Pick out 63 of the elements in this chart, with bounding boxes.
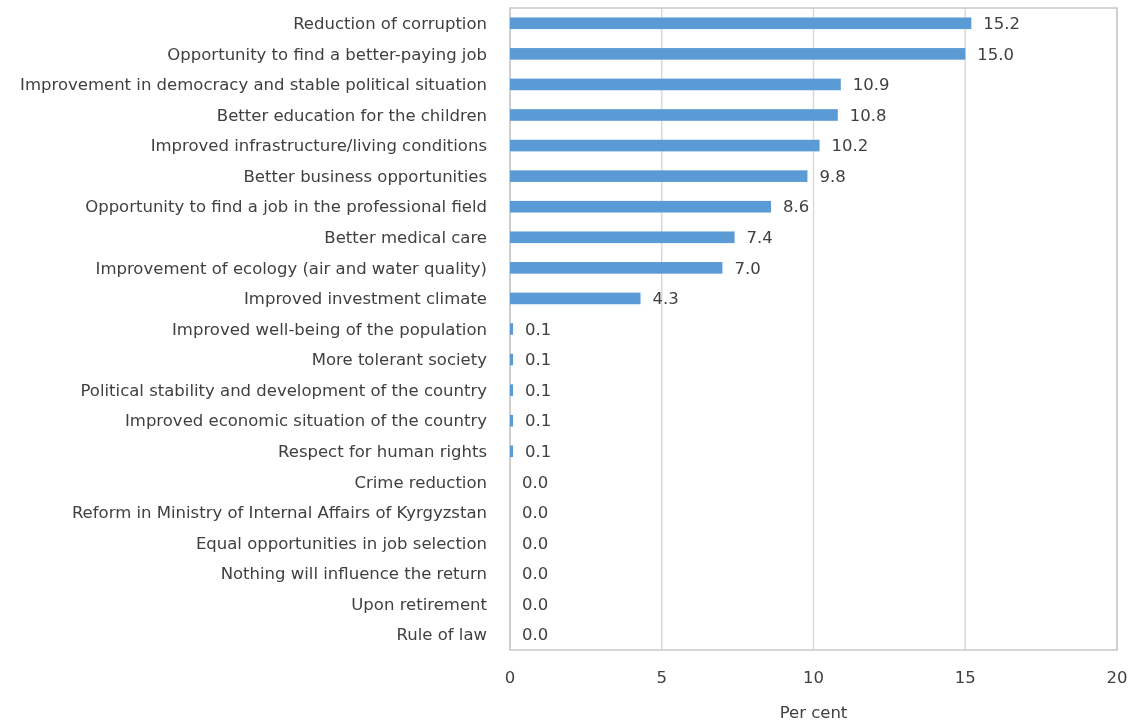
data-label: 0.0 xyxy=(522,564,549,584)
x-tick-label: 10 xyxy=(803,668,824,687)
data-label: 0.0 xyxy=(522,533,549,553)
data-label: 4.3 xyxy=(652,289,679,309)
data-label: 0.1 xyxy=(525,380,552,400)
data-label: 9.8 xyxy=(819,166,846,186)
data-label: 10.9 xyxy=(852,75,890,95)
y-tick-label: Improved investment climate xyxy=(243,289,487,309)
bar xyxy=(510,445,514,458)
y-tick-label: Better education for the children xyxy=(216,105,487,125)
y-tick-label: Improvement in democracy and stable political situation xyxy=(20,75,487,95)
data-label: 0.0 xyxy=(522,594,549,614)
y-tick-label: Equal opportunities in job selection xyxy=(195,533,487,553)
data-label: 0.0 xyxy=(522,503,549,523)
y-tick-label: Improved well-being of the population xyxy=(172,319,487,339)
y-tick-label: Political stability and development of the country xyxy=(80,380,488,400)
data-label: 0.0 xyxy=(522,472,549,492)
y-tick-label: Rule of law xyxy=(396,625,487,645)
y-tick-label: Upon retirement xyxy=(351,594,488,614)
x-tick-label: 0 xyxy=(504,668,516,687)
data-label: 0.1 xyxy=(525,350,552,370)
y-tick-label: Better business opportunities xyxy=(243,166,487,186)
x-axis-title: Per cent xyxy=(779,703,848,722)
data-label: 15.0 xyxy=(977,44,1014,64)
y-tick-label: Improvement of ecology (air and water quality) xyxy=(95,258,487,278)
bar xyxy=(510,323,514,335)
data-label: 8.6 xyxy=(783,197,810,217)
y-tick-label: Reduction of corruption xyxy=(293,14,487,34)
data-label: 0.1 xyxy=(525,319,552,339)
y-tick-label: Nothing will influence the return xyxy=(220,564,487,584)
y-tick-label: Improved infrastructure/living conditions xyxy=(150,136,487,156)
y-tick-label: Reform in Ministry of Internal Affairs of Kyrgyzstan xyxy=(71,503,487,523)
y-tick-label: Opportunity to find a job in the professional field xyxy=(85,197,487,217)
y-tick-label: Better medical care xyxy=(324,228,487,248)
bar xyxy=(510,292,641,305)
data-label: 10.8 xyxy=(849,105,887,125)
bar xyxy=(510,17,972,30)
bar xyxy=(510,109,838,121)
data-label: 10.2 xyxy=(831,136,869,156)
data-label: 0.1 xyxy=(525,411,552,431)
bar xyxy=(510,200,772,213)
bar xyxy=(510,353,514,366)
bar xyxy=(510,384,514,396)
y-tick-label: Crime reduction xyxy=(354,472,487,492)
y-tick-label: Improved economic situation of the country xyxy=(124,411,488,431)
bar xyxy=(510,170,808,182)
x-tick-label: 15 xyxy=(954,668,976,687)
x-tick-label: 20 xyxy=(1106,668,1128,687)
bar xyxy=(510,262,723,274)
data-label: 7.4 xyxy=(746,228,773,248)
data-label: 0.0 xyxy=(522,625,549,645)
bar xyxy=(510,78,841,91)
data-label: 0.1 xyxy=(525,442,552,462)
bar xyxy=(510,231,735,244)
data-label: 15.2 xyxy=(983,14,1021,34)
bar xyxy=(510,414,514,427)
y-tick-label: Opportunity to find a better-paying job xyxy=(167,44,487,64)
x-tick-label: 5 xyxy=(656,668,667,687)
bar xyxy=(510,139,820,152)
y-tick-label: More tolerant society xyxy=(311,350,488,370)
y-tick-label: Respect for human rights xyxy=(278,442,487,462)
bar xyxy=(510,48,966,60)
data-label: 7.0 xyxy=(734,258,761,278)
